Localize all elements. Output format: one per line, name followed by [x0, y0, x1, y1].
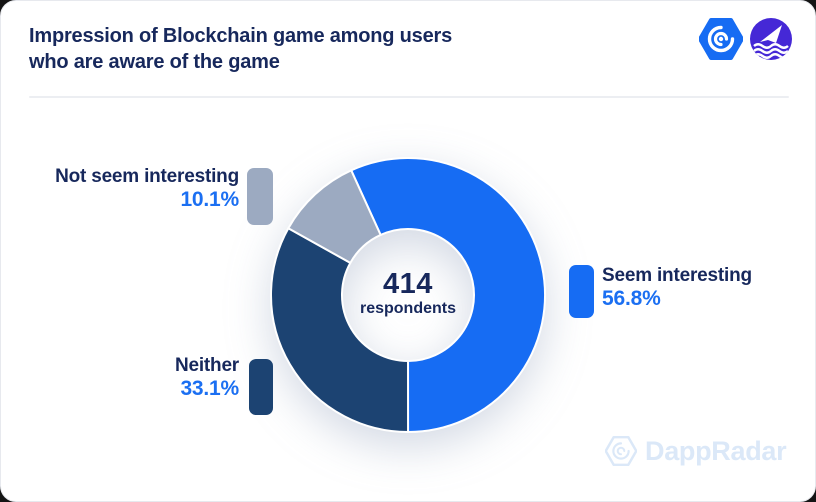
legend-item-neither: Neither 33.1%: [31, 354, 239, 401]
donut-center-label: 414 respondents: [328, 269, 488, 319]
donut-slice-not-seem-interesting: [287, 169, 382, 264]
legend-value: 33.1%: [180, 377, 239, 400]
watermark-text: DappRadar: [645, 435, 787, 466]
respondent-caption: respondents: [359, 300, 456, 317]
legend-value: 10.1%: [180, 188, 239, 211]
legend-value: 56.8%: [602, 287, 661, 310]
donut-slice-seem-interesting: [350, 157, 546, 433]
donut-chart: [270, 157, 546, 433]
header-separator: [29, 96, 789, 98]
legend-label: Not seem interesting: [55, 166, 239, 187]
legend-swatch-not-seem-interesting: [247, 168, 273, 225]
chart-title: Impression of Blockchain game among user…: [29, 23, 589, 75]
respondent-count: 414: [383, 268, 433, 300]
chart-title-line2: who are aware of the game: [29, 51, 280, 73]
donut-slice-neither: [270, 227, 410, 433]
legend-label: Seem interesting: [602, 265, 752, 286]
legend-swatch-neither: [249, 359, 273, 415]
legend-item-seem-interesting: Seem interesting 56.8%: [602, 264, 752, 311]
dappradar-watermark-hexagon-icon: [605, 435, 637, 467]
legend-swatch-seem-interesting: [569, 265, 594, 318]
dappradar-hexagon-logo-icon: [699, 18, 743, 60]
dappradar-watermark: DappRadar: [605, 435, 787, 467]
sail-waves-circle-logo-icon: [750, 18, 792, 60]
legend-label: Neither: [174, 355, 239, 376]
chart-title-line1: Impression of Blockchain game among user…: [29, 25, 453, 47]
legend-item-not-seem-interesting: Not seem interesting 10.1%: [31, 165, 239, 212]
